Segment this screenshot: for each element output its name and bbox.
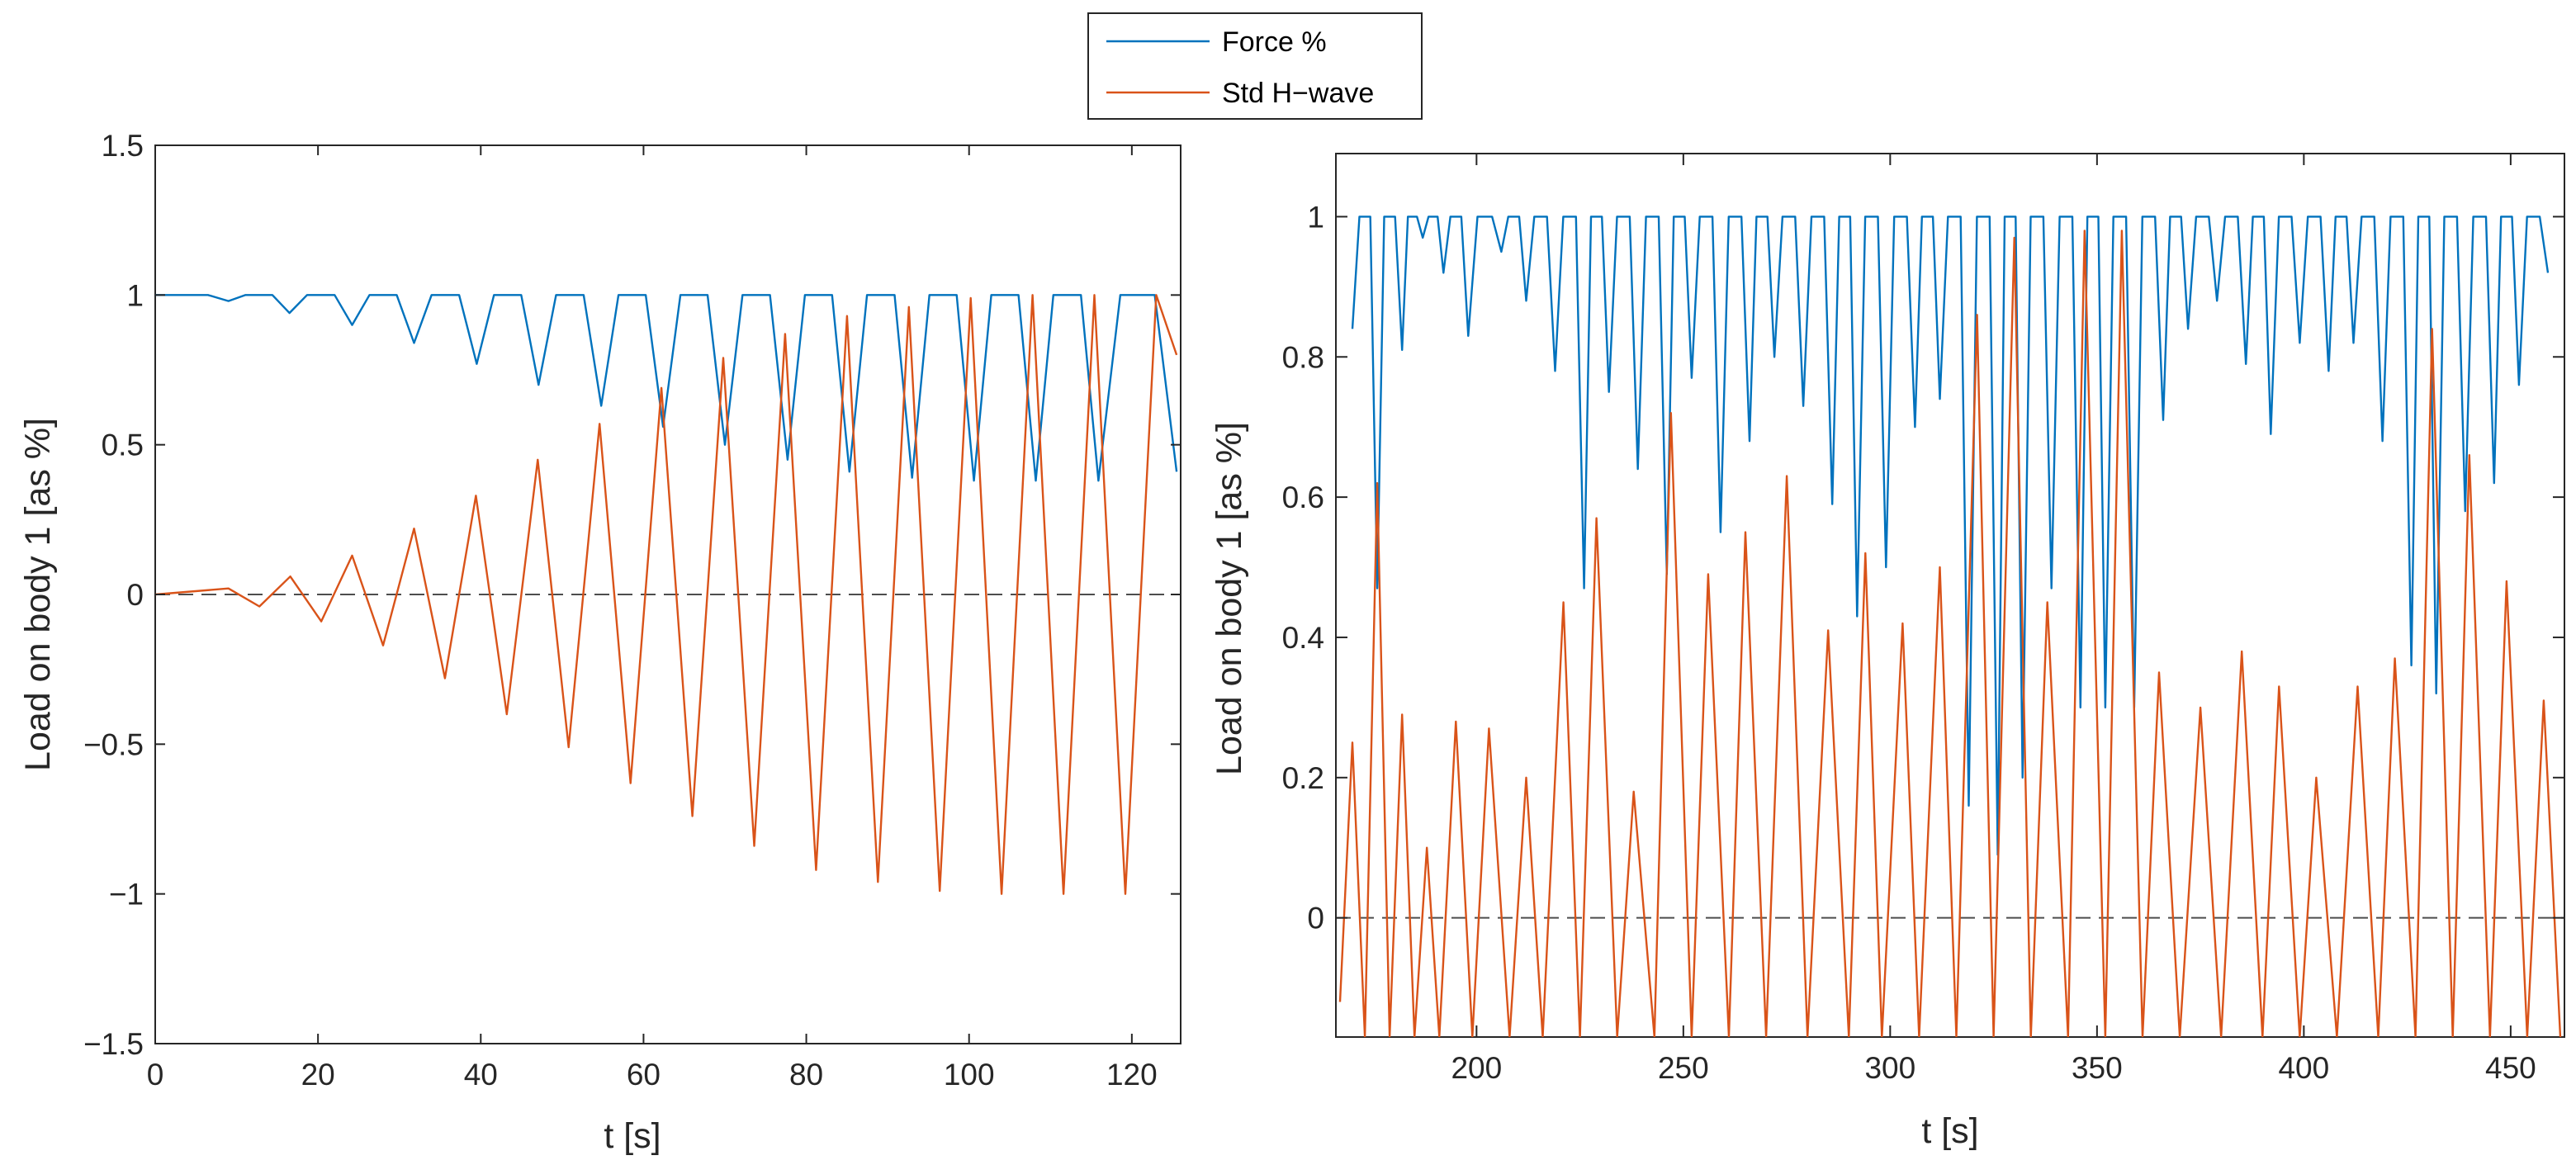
x-tick-label: 40 bbox=[464, 1058, 498, 1092]
x-tick-label: 100 bbox=[944, 1058, 995, 1092]
x-tick-label: 400 bbox=[2278, 1051, 2329, 1085]
y-tick-label: 1 bbox=[1307, 200, 1324, 234]
x-tick-label: 300 bbox=[1864, 1051, 1915, 1085]
left-x-axis-label: t [s] bbox=[604, 1116, 661, 1156]
right-x-axis-label: t [s] bbox=[1921, 1111, 1978, 1151]
y-tick-label: −0.5 bbox=[83, 727, 144, 761]
hwave-series-line bbox=[1338, 230, 2562, 1037]
force-series-line bbox=[155, 294, 1178, 482]
y-tick-label: 0.8 bbox=[1282, 340, 1324, 374]
left-panel: 0 20 40 60 80 100 120−1.5−1−0.500.511.5 t [s] … bbox=[18, 129, 1181, 1156]
x-tick-label: 120 bbox=[1106, 1058, 1158, 1092]
right-panel: 200 250 300 350 400 450 0 0.2 0.4 0.6 0.8 1 t [s] L… bbox=[1210, 153, 2565, 1151]
hwave-series-line bbox=[155, 294, 1178, 895]
x-tick-label: 80 bbox=[789, 1058, 823, 1092]
y-tick-label: −1 bbox=[109, 878, 144, 912]
y-tick-label: 0.4 bbox=[1282, 621, 1324, 655]
x-tick-label: 450 bbox=[2485, 1051, 2536, 1085]
right-y-axis-label: Load on body 1 [as %] bbox=[1210, 422, 1249, 775]
x-tick-label: 0 bbox=[147, 1058, 164, 1092]
legend: Force % Std H−wave bbox=[1087, 12, 1423, 120]
x-tick-label: 350 bbox=[2072, 1051, 2123, 1085]
y-tick-label: 1 bbox=[126, 278, 144, 312]
x-tick-label: 20 bbox=[301, 1058, 335, 1092]
y-tick-label: −1.5 bbox=[83, 1027, 144, 1061]
x-tick-label: 60 bbox=[627, 1058, 661, 1092]
y-tick-label: 1.5 bbox=[102, 129, 144, 163]
force-series-line bbox=[1351, 215, 2550, 856]
y-tick-label: 0 bbox=[126, 578, 144, 612]
legend-box bbox=[1087, 12, 1423, 120]
y-tick-label: 0.2 bbox=[1282, 761, 1324, 795]
y-tick-label: 0 bbox=[1307, 902, 1324, 935]
y-tick-label: 0.5 bbox=[102, 429, 144, 462]
legend-label-hwave: Std H−wave bbox=[1222, 78, 1374, 109]
y-tick-label: 0.6 bbox=[1282, 481, 1324, 514]
x-tick-label: 200 bbox=[1451, 1051, 1502, 1085]
legend-label-force: Force % bbox=[1222, 26, 1327, 58]
x-tick-label: 250 bbox=[1658, 1051, 1709, 1085]
left-y-axis-label: Load on body 1 [as %] bbox=[18, 418, 58, 771]
right-axes-box bbox=[1335, 153, 2565, 1038]
